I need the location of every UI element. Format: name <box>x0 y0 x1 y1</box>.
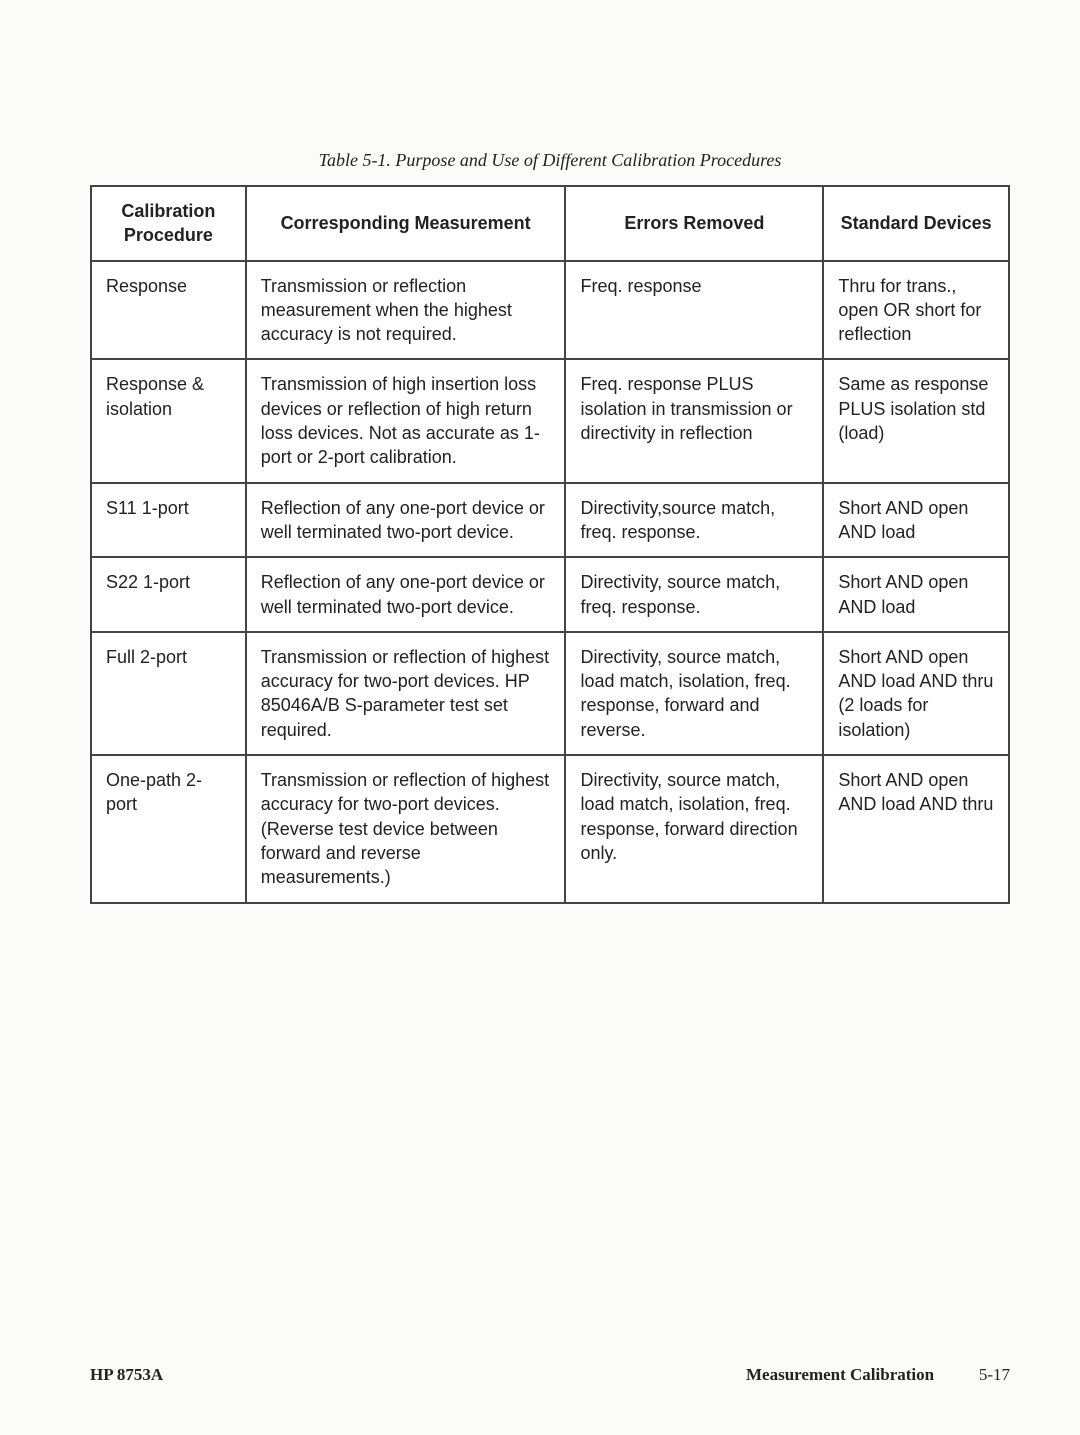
footer-model: HP 8753A <box>90 1365 163 1385</box>
cell-errors: Directivity, source match, load match, i… <box>565 755 823 902</box>
col-header-errors: Errors Removed <box>565 186 823 261</box>
table-row: Response Transmission or reflection meas… <box>91 261 1009 360</box>
cell-measurement: Transmission or reflection of highest ac… <box>246 755 566 902</box>
table-row: Response & isolation Transmission of hig… <box>91 359 1009 482</box>
page-footer: HP 8753A Measurement Calibration 5-17 <box>90 1365 1010 1385</box>
cell-procedure: S11 1-port <box>91 483 246 558</box>
cell-errors: Directivity, source match, freq. respons… <box>565 557 823 632</box>
table-header-row: Calibration Procedure Corresponding Meas… <box>91 186 1009 261</box>
footer-section: Measurement Calibration <box>746 1365 934 1384</box>
document-page: Table 5-1. Purpose and Use of Different … <box>0 0 1080 1435</box>
cell-devices: Short AND open AND load AND thru (2 load… <box>823 632 1009 755</box>
cell-procedure: Full 2-port <box>91 632 246 755</box>
cell-procedure: Response & isolation <box>91 359 246 482</box>
col-header-procedure: Calibration Procedure <box>91 186 246 261</box>
cell-procedure: Response <box>91 261 246 360</box>
cell-devices: Same as response PLUS isolation std (loa… <box>823 359 1009 482</box>
cell-devices: Short AND open AND load <box>823 557 1009 632</box>
cell-measurement: Transmission of high insertion loss devi… <box>246 359 566 482</box>
table-row: S11 1-port Reflection of any one-port de… <box>91 483 1009 558</box>
cell-errors: Directivity, source match, load match, i… <box>565 632 823 755</box>
cell-devices: Thru for trans., open OR short for refle… <box>823 261 1009 360</box>
calibration-table: Calibration Procedure Corresponding Meas… <box>90 185 1010 904</box>
cell-errors: Freq. response <box>565 261 823 360</box>
cell-procedure: One-path 2-port <box>91 755 246 902</box>
table-row: One-path 2-port Transmission or reflecti… <box>91 755 1009 902</box>
cell-measurement: Transmission or reflection measurement w… <box>246 261 566 360</box>
cell-errors: Directivity,source match, freq. response… <box>565 483 823 558</box>
cell-measurement: Reflection of any one-port device or wel… <box>246 557 566 632</box>
col-header-devices: Standard Devices <box>823 186 1009 261</box>
cell-measurement: Reflection of any one-port device or wel… <box>246 483 566 558</box>
cell-devices: Short AND open AND load <box>823 483 1009 558</box>
footer-page-number: 5-17 <box>979 1365 1010 1384</box>
cell-devices: Short AND open AND load AND thru <box>823 755 1009 902</box>
table-row: Full 2-port Transmission or reflection o… <box>91 632 1009 755</box>
cell-procedure: S22 1-port <box>91 557 246 632</box>
table-row: S22 1-port Reflection of any one-port de… <box>91 557 1009 632</box>
table-caption: Table 5-1. Purpose and Use of Different … <box>90 150 1010 171</box>
cell-measurement: Transmission or reflection of highest ac… <box>246 632 566 755</box>
col-header-measurement: Corresponding Measurement <box>246 186 566 261</box>
cell-errors: Freq. response PLUS isolation in transmi… <box>565 359 823 482</box>
